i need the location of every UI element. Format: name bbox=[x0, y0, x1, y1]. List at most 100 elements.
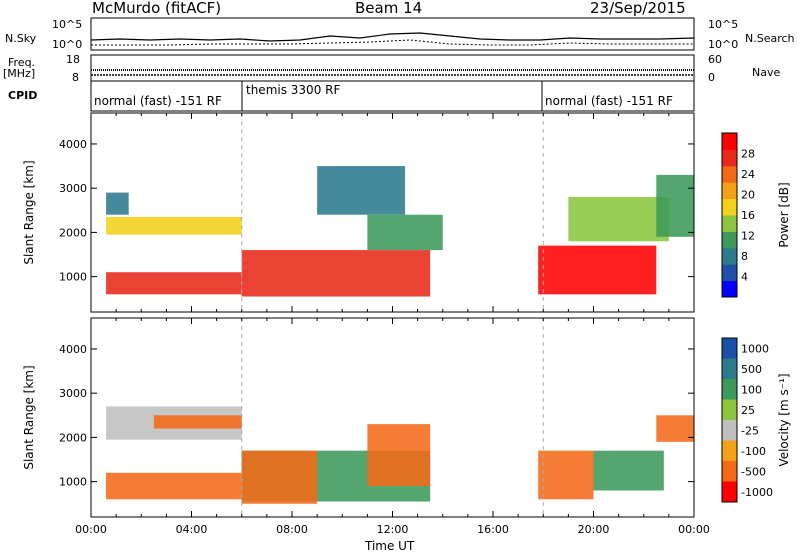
nsearch-trace bbox=[91, 39, 694, 46]
scatter-region bbox=[367, 214, 443, 251]
time-axis: 00:00 04:00 08:00 12:00 16:00 20:00 00:00 bbox=[75, 523, 710, 536]
station-title: McMurdo (fitACF) bbox=[92, 0, 222, 17]
scatter-region bbox=[241, 450, 318, 504]
colorbar-segment bbox=[722, 149, 737, 167]
y-tick-label: 2000 bbox=[59, 226, 87, 239]
colorbar-tick-label: -1000 bbox=[741, 486, 773, 499]
nave-tick-high: 60 bbox=[708, 53, 722, 66]
y-tick-label: 2000 bbox=[59, 431, 87, 444]
y-tick-label: 3000 bbox=[59, 182, 87, 195]
x-tick-label: 00:00 bbox=[678, 523, 710, 536]
scatter-region bbox=[538, 245, 657, 295]
power-colorbar: 4 8 12 16 20 24 28 Power [dB] bbox=[721, 132, 791, 298]
velocity-panel: 1000 2000 3000 4000 Slant Range [km] bbox=[22, 317, 695, 518]
noise-panel bbox=[90, 17, 695, 51]
colorbar-segment bbox=[722, 247, 737, 265]
scatter-region bbox=[106, 216, 242, 235]
scatter-region bbox=[568, 197, 669, 242]
scatter-region bbox=[593, 450, 664, 491]
time-axis-label: Time UT bbox=[365, 539, 415, 553]
colorbar-tick-label: 8 bbox=[741, 250, 748, 263]
freq-nave-panel bbox=[90, 54, 695, 82]
freq-tick-high: 18 bbox=[66, 53, 80, 66]
colorbar-segment bbox=[722, 399, 737, 421]
cpid-mode-2: themis 3300 RF bbox=[246, 83, 341, 97]
y-axis-label: Slant Range [km] bbox=[22, 160, 36, 264]
cpid-mode-3: normal (fast) -151 RF bbox=[545, 94, 673, 108]
colorbar-segment bbox=[722, 338, 737, 359]
colorbar-tick-label: 24 bbox=[741, 168, 755, 181]
colorbar-segment bbox=[722, 231, 737, 249]
freq-label: Freq. bbox=[8, 56, 36, 69]
noise-tick-right-low: 10^0 bbox=[708, 38, 739, 51]
scatter-region bbox=[153, 415, 242, 429]
colorbar-segment bbox=[722, 165, 737, 183]
scatter-region bbox=[241, 250, 431, 297]
colorbar-segment bbox=[722, 264, 737, 282]
scatter-region bbox=[106, 472, 242, 500]
y-tick-label: 4000 bbox=[59, 138, 87, 151]
noise-tick-left-high: 10^5 bbox=[52, 18, 83, 31]
colorbar-tick-label: 4 bbox=[741, 271, 748, 284]
colorbar-segment bbox=[722, 280, 737, 298]
colorbar-segment bbox=[722, 133, 737, 150]
colorbar-segment bbox=[722, 182, 737, 200]
colorbar-segment bbox=[722, 198, 737, 216]
power-panel: 1000 2000 3000 4000 Slant Range [km] bbox=[22, 112, 695, 313]
colorbar-segment bbox=[722, 481, 737, 503]
colorbar-frame bbox=[721, 132, 738, 298]
nsky-label: N.Sky bbox=[5, 32, 37, 45]
colorbar-segment bbox=[722, 379, 737, 400]
colorbar-tick-label: 16 bbox=[741, 209, 755, 222]
x-tick-label: 16:00 bbox=[477, 523, 509, 536]
colorbar-tick-label: 20 bbox=[741, 189, 755, 202]
date-label: 23/Sep/2015 bbox=[590, 0, 686, 17]
scatter-region bbox=[106, 192, 129, 215]
nsearch-label: N.Search bbox=[745, 32, 795, 45]
colorbar-tick-label: -25 bbox=[741, 424, 759, 437]
scatter-region bbox=[538, 450, 594, 500]
colorbar-tick-label: 28 bbox=[741, 148, 755, 161]
nsky-trace bbox=[90, 32, 695, 42]
velocity-colorbar: 1000 500 100 25 -25 -100 -500 -1000 Velocity [m … bbox=[721, 337, 791, 503]
scatter-region bbox=[656, 415, 694, 442]
colorbar-tick-label: 100 bbox=[741, 383, 762, 396]
scatter-region bbox=[656, 174, 694, 237]
colorbar-tick-label: 25 bbox=[741, 404, 755, 417]
freq-tick-low: 8 bbox=[72, 71, 79, 84]
x-tick-label: 04:00 bbox=[176, 523, 208, 536]
colorbar-tick-label: 1000 bbox=[741, 342, 769, 355]
x-tick-label: 20:00 bbox=[578, 523, 610, 536]
colorbar-frame bbox=[721, 337, 738, 503]
colorbar-label: Velocity [m s⁻¹] bbox=[777, 373, 791, 466]
colorbar-segment bbox=[722, 215, 737, 232]
colorbar-tick-label: -100 bbox=[741, 445, 766, 458]
y-tick-label: 4000 bbox=[59, 343, 87, 356]
colorbar-tick-label: 500 bbox=[741, 363, 762, 376]
cpid-panel bbox=[90, 80, 695, 112]
colorbar-segment bbox=[722, 440, 737, 462]
noise-tick-right-high: 10^5 bbox=[708, 18, 739, 31]
y-tick-label: 1000 bbox=[59, 271, 87, 284]
cpid-label: CPID bbox=[8, 89, 38, 102]
cpid-mode-1: normal (fast) -151 RF bbox=[94, 94, 222, 108]
nave-tick-low: 0 bbox=[708, 71, 715, 84]
colorbar-segment bbox=[722, 461, 737, 482]
x-tick-label: 08:00 bbox=[276, 523, 308, 536]
nave-label: Nave bbox=[752, 66, 781, 79]
colorbar-segment bbox=[722, 420, 737, 441]
y-tick-label: 1000 bbox=[59, 476, 87, 489]
freq-unit-label: [MHz] bbox=[3, 67, 36, 80]
colorbar-tick-label: 12 bbox=[741, 230, 755, 243]
beam-label: Beam 14 bbox=[355, 0, 423, 17]
colorbar-segment bbox=[722, 358, 737, 380]
colorbar-tick-label: -500 bbox=[741, 465, 766, 478]
colorbar-label: Power [dB] bbox=[777, 182, 791, 247]
y-axis-label: Slant Range [km] bbox=[22, 365, 36, 469]
scatter-region bbox=[367, 424, 431, 487]
noise-tick-left-low: 10^0 bbox=[52, 38, 83, 51]
x-tick-label: 12:00 bbox=[377, 523, 409, 536]
x-tick-label: 00:00 bbox=[75, 523, 107, 536]
y-tick-label: 3000 bbox=[59, 387, 87, 400]
